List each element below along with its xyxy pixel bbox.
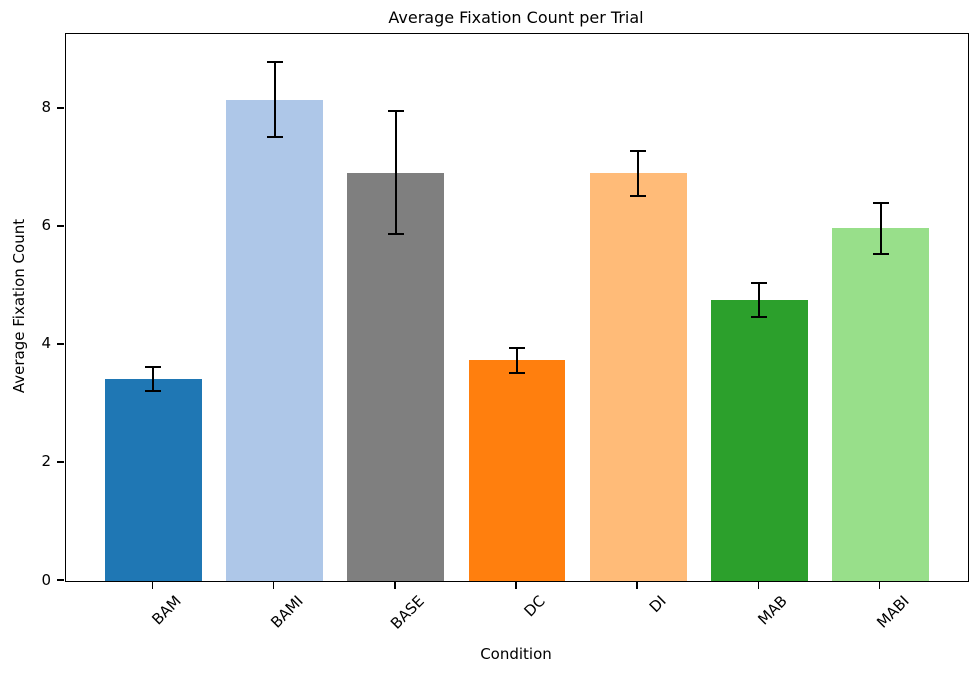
error-cap-top bbox=[630, 149, 647, 152]
x-tick-label-bam: BAM bbox=[148, 592, 186, 629]
error-cap-bottom bbox=[751, 316, 768, 319]
y-tick-label: 2 bbox=[41, 452, 51, 471]
error-cap-top bbox=[872, 201, 889, 204]
bar-mab bbox=[710, 300, 808, 581]
error-cap-bottom bbox=[872, 252, 889, 255]
chart-title: Average Fixation Count per Trial bbox=[388, 8, 644, 27]
error-bar-mab bbox=[758, 283, 761, 318]
error-cap-top bbox=[509, 346, 525, 349]
x-tick-label-mab: MAB bbox=[754, 592, 792, 629]
error-cap-bottom bbox=[266, 136, 283, 139]
bar-bam bbox=[104, 379, 202, 581]
y-tick-mark bbox=[56, 461, 64, 463]
x-tick-label-di: DI bbox=[645, 592, 670, 617]
x-tick-mark bbox=[515, 581, 517, 589]
bar-di bbox=[589, 173, 687, 581]
x-tick-label-base: BASE bbox=[386, 592, 428, 633]
error-bar-base bbox=[394, 111, 397, 235]
error-cap-top bbox=[145, 366, 162, 369]
error-bar-mabi bbox=[879, 202, 882, 254]
error-cap-bottom bbox=[145, 389, 162, 392]
bar-bami bbox=[226, 99, 324, 581]
y-tick-mark bbox=[56, 225, 64, 227]
y-tick-label: 8 bbox=[41, 98, 51, 117]
x-tick-label-mabi: MABI bbox=[872, 592, 913, 632]
x-tick-mark bbox=[878, 581, 881, 589]
error-cap-bottom bbox=[509, 371, 525, 374]
bar-dc bbox=[468, 360, 566, 581]
y-tick-label: 0 bbox=[41, 570, 51, 589]
error-cap-bottom bbox=[387, 233, 404, 236]
y-tick-label: 4 bbox=[41, 334, 51, 353]
x-tick-mark bbox=[757, 581, 760, 589]
x-axis-label: Condition bbox=[480, 645, 552, 663]
y-tick-mark bbox=[56, 107, 64, 109]
error-bar-dc bbox=[516, 347, 518, 373]
y-axis-label: Average Fixation Count bbox=[10, 218, 28, 394]
y-tick-label: 6 bbox=[41, 216, 51, 235]
x-tick-label-dc: DC bbox=[520, 592, 549, 621]
axes-box bbox=[65, 33, 969, 582]
bar-mabi bbox=[832, 228, 930, 581]
x-tick-mark bbox=[151, 581, 154, 589]
bar-base bbox=[347, 172, 445, 581]
error-cap-bottom bbox=[630, 194, 647, 197]
error-bar-bami bbox=[273, 61, 276, 138]
y-tick-mark bbox=[56, 579, 64, 581]
y-tick-mark bbox=[56, 343, 64, 345]
error-bar-bam bbox=[152, 367, 155, 391]
x-tick-label-bami: BAMI bbox=[266, 592, 307, 632]
x-tick-mark bbox=[394, 581, 396, 589]
error-cap-top bbox=[387, 110, 404, 113]
error-bar-di bbox=[637, 150, 640, 196]
error-cap-top bbox=[751, 282, 768, 284]
x-tick-mark bbox=[636, 581, 638, 589]
x-tick-mark bbox=[272, 581, 275, 589]
error-cap-top bbox=[266, 60, 283, 63]
